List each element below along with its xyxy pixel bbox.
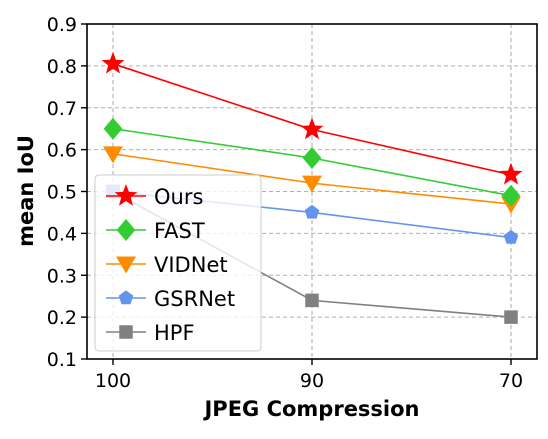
ours-point [101,51,125,74]
legend-marker [119,325,133,339]
y-tick-label: 0.6 [47,140,77,162]
y-tick-label: 0.1 [47,349,77,371]
y-tick-label: 0.9 [47,14,77,36]
hpf-point [504,310,518,324]
legend-marker [116,219,136,241]
legend-marker [116,256,136,274]
y-tick-label: 0.7 [47,98,77,120]
x-tick-label: 100 [95,370,131,392]
vidnet-point [103,146,123,164]
legend-marker [118,290,134,305]
fast-point [302,147,322,169]
y-tick-label: 0.5 [47,182,77,204]
ticks: 0.1 0.2 0.3 0.4 0.5 0.6 0.7 0.8 0.9 100 90 70 [47,14,523,392]
legend-item-vidnet: VIDNet [106,253,228,277]
series-ours [101,51,523,185]
legend-item-gsrnet: GSRNet [106,287,235,311]
fast-point [501,184,521,207]
y-tick-label: 0.8 [47,56,77,78]
ours-point [499,162,523,185]
ours-point [300,117,324,140]
legend-label: HPF [154,321,195,345]
gsrnet-point [304,204,320,219]
legend-item-fast: FAST [106,219,205,243]
y-axis-label: mean IoU [14,135,38,247]
legend-item-hpf: HPF [106,321,195,345]
hpf-point [305,293,319,308]
legend-label: Ours [154,185,203,209]
y-tick-label: 0.4 [47,223,77,245]
legend-marker [114,184,138,206]
legend-label: VIDNet [154,253,228,277]
gsrnet-point [503,229,519,244]
legend-label: GSRNet [154,287,235,311]
x-tick-label: 90 [300,370,324,392]
x-tick-label: 70 [499,370,523,392]
legend-label: FAST [154,219,205,243]
legend-item-ours: Ours [106,184,203,209]
y-tick-label: 0.2 [47,307,77,329]
vidnet-point [302,175,322,193]
legend: Ours FAST VIDNet GSRNet HPF [94,174,262,352]
y-tick-label: 0.3 [47,265,77,287]
fast-point [103,117,123,140]
x-axis-label: JPEG Compression [202,397,419,421]
series-fast [103,117,521,207]
legend-box [94,174,262,352]
